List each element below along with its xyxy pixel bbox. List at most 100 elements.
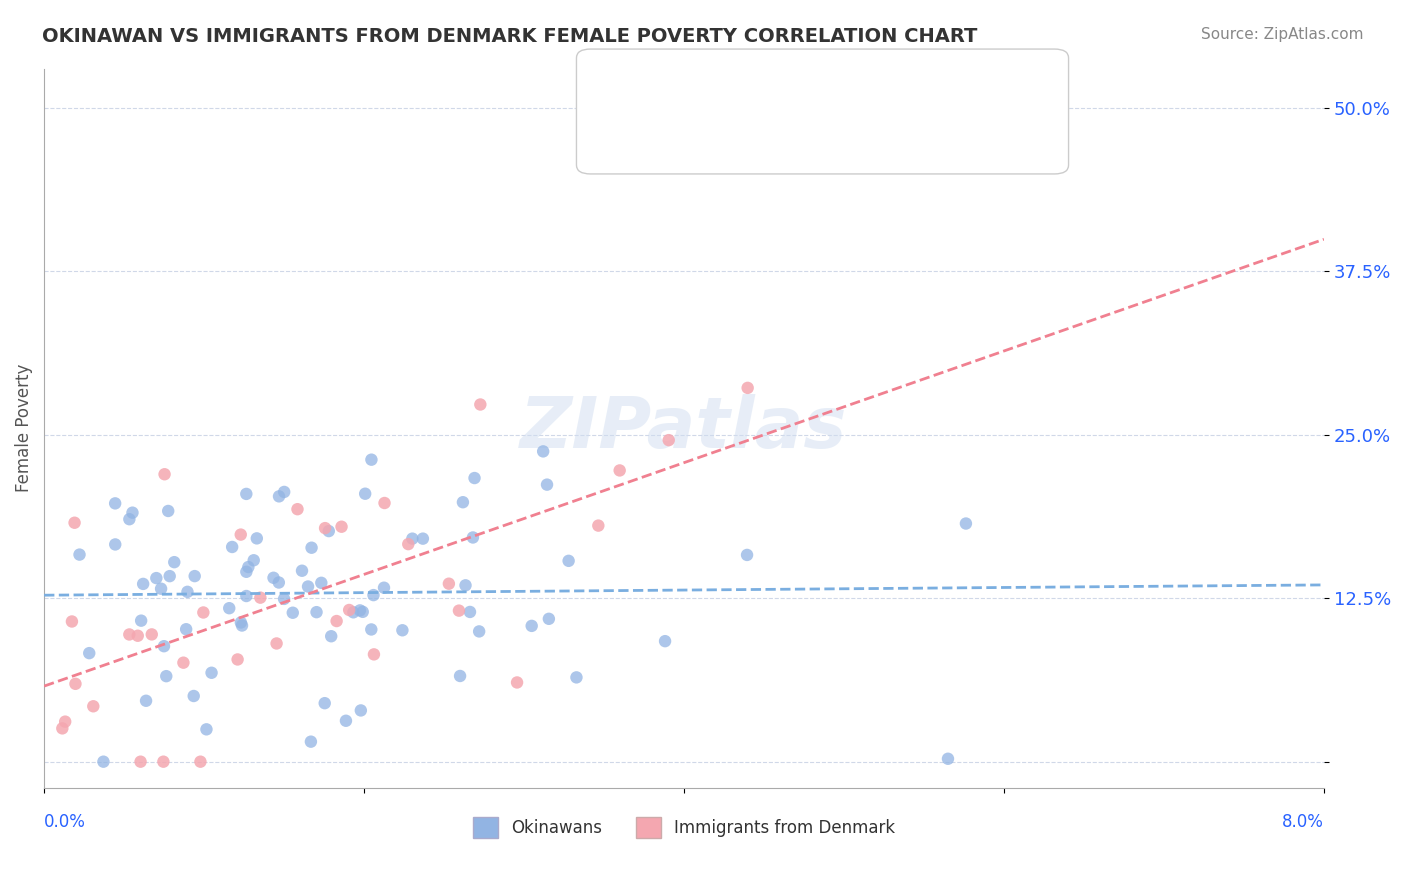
Point: [176, 584, 198, 599]
Point: [150, 582, 173, 596]
Point: [314, 696, 336, 710]
Point: [155, 669, 177, 683]
Point: [235, 565, 257, 579]
Point: [221, 540, 243, 554]
Point: [65, 677, 87, 691]
Point: [235, 487, 257, 501]
Point: [172, 656, 194, 670]
Point: [118, 627, 141, 641]
Point: [218, 601, 240, 615]
Point: [352, 605, 374, 619]
Point: [242, 553, 264, 567]
Point: [735, 548, 758, 562]
Point: [266, 636, 288, 650]
Point: [183, 689, 205, 703]
Point: [654, 634, 676, 648]
Point: [373, 581, 395, 595]
Point: [229, 527, 252, 541]
Point: [231, 618, 253, 632]
Point: [447, 604, 470, 618]
Text: OKINAWAN VS IMMIGRANTS FROM DENMARK FEMALE POVERTY CORRELATION CHART: OKINAWAN VS IMMIGRANTS FROM DENMARK FEMA…: [42, 27, 977, 45]
Point: [193, 606, 215, 620]
Point: [506, 675, 529, 690]
Point: [273, 485, 295, 500]
Point: [299, 734, 322, 748]
Point: [63, 516, 86, 530]
Point: [458, 605, 481, 619]
Point: [93, 755, 115, 769]
Point: [360, 623, 382, 637]
Point: [396, 537, 419, 551]
Point: [153, 639, 176, 653]
Point: [936, 752, 959, 766]
Point: [145, 571, 167, 585]
Point: [273, 591, 295, 606]
Point: [658, 433, 681, 447]
Text: 0.0%: 0.0%: [44, 813, 86, 831]
Y-axis label: Female Poverty: Female Poverty: [15, 364, 32, 492]
Point: [263, 571, 285, 585]
Point: [412, 532, 434, 546]
Point: [190, 755, 212, 769]
Point: [354, 486, 377, 500]
Point: [226, 652, 249, 666]
Point: [350, 703, 373, 717]
Point: [267, 489, 290, 503]
Point: [153, 467, 176, 482]
Point: [129, 755, 152, 769]
Point: [104, 496, 127, 510]
Point: [609, 463, 631, 477]
Text: R = -0.079    N = 78: R = -0.079 N = 78: [644, 64, 862, 82]
Point: [121, 506, 143, 520]
Point: [129, 614, 152, 628]
Point: [281, 606, 304, 620]
Point: [51, 722, 73, 736]
Point: [349, 603, 371, 617]
Point: [520, 619, 543, 633]
Point: [60, 615, 83, 629]
Point: [135, 694, 157, 708]
Point: [557, 554, 579, 568]
Legend: Okinawans, Immigrants from Denmark: Okinawans, Immigrants from Denmark: [467, 811, 901, 844]
Point: [183, 569, 205, 583]
Point: [132, 577, 155, 591]
Point: [330, 519, 353, 533]
Point: [53, 714, 76, 729]
Point: [470, 397, 492, 411]
Point: [565, 670, 588, 684]
Point: [238, 560, 260, 574]
Point: [157, 504, 180, 518]
Point: [200, 665, 222, 680]
Point: [311, 575, 333, 590]
Point: [174, 622, 197, 636]
Point: [391, 624, 413, 638]
Point: [297, 580, 319, 594]
Point: [104, 537, 127, 551]
Point: [69, 548, 91, 562]
Text: Source: ZipAtlas.com: Source: ZipAtlas.com: [1201, 27, 1364, 42]
Point: [537, 612, 560, 626]
Text: ZIPatlas: ZIPatlas: [520, 393, 848, 463]
Point: [531, 444, 554, 458]
Point: [955, 516, 977, 531]
Point: [195, 723, 218, 737]
Point: [118, 512, 141, 526]
Text: 8.0%: 8.0%: [1282, 813, 1324, 831]
Point: [363, 588, 385, 602]
Point: [82, 699, 104, 714]
Point: [152, 755, 174, 769]
Point: [337, 603, 360, 617]
Point: [291, 564, 314, 578]
Point: [163, 555, 186, 569]
Point: [468, 624, 491, 639]
Point: [127, 629, 149, 643]
Point: [451, 495, 474, 509]
Point: [287, 502, 309, 516]
Point: [461, 531, 484, 545]
Point: [342, 605, 364, 619]
Point: [321, 629, 343, 643]
Point: [77, 646, 100, 660]
Point: [454, 578, 477, 592]
Point: [325, 614, 347, 628]
Point: [318, 524, 340, 538]
